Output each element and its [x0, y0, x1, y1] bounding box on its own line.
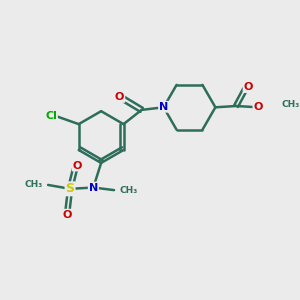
Text: O: O — [115, 92, 124, 102]
Text: O: O — [244, 82, 253, 92]
Text: S: S — [66, 182, 75, 195]
Text: O: O — [62, 210, 72, 220]
Text: O: O — [254, 102, 263, 112]
Text: Cl: Cl — [45, 111, 57, 121]
Text: CH₃: CH₃ — [24, 180, 42, 189]
Text: N: N — [159, 102, 168, 112]
Text: N: N — [89, 182, 98, 193]
Text: CH₃: CH₃ — [119, 186, 137, 195]
Text: CH₃: CH₃ — [282, 100, 300, 109]
Text: O: O — [73, 160, 82, 170]
